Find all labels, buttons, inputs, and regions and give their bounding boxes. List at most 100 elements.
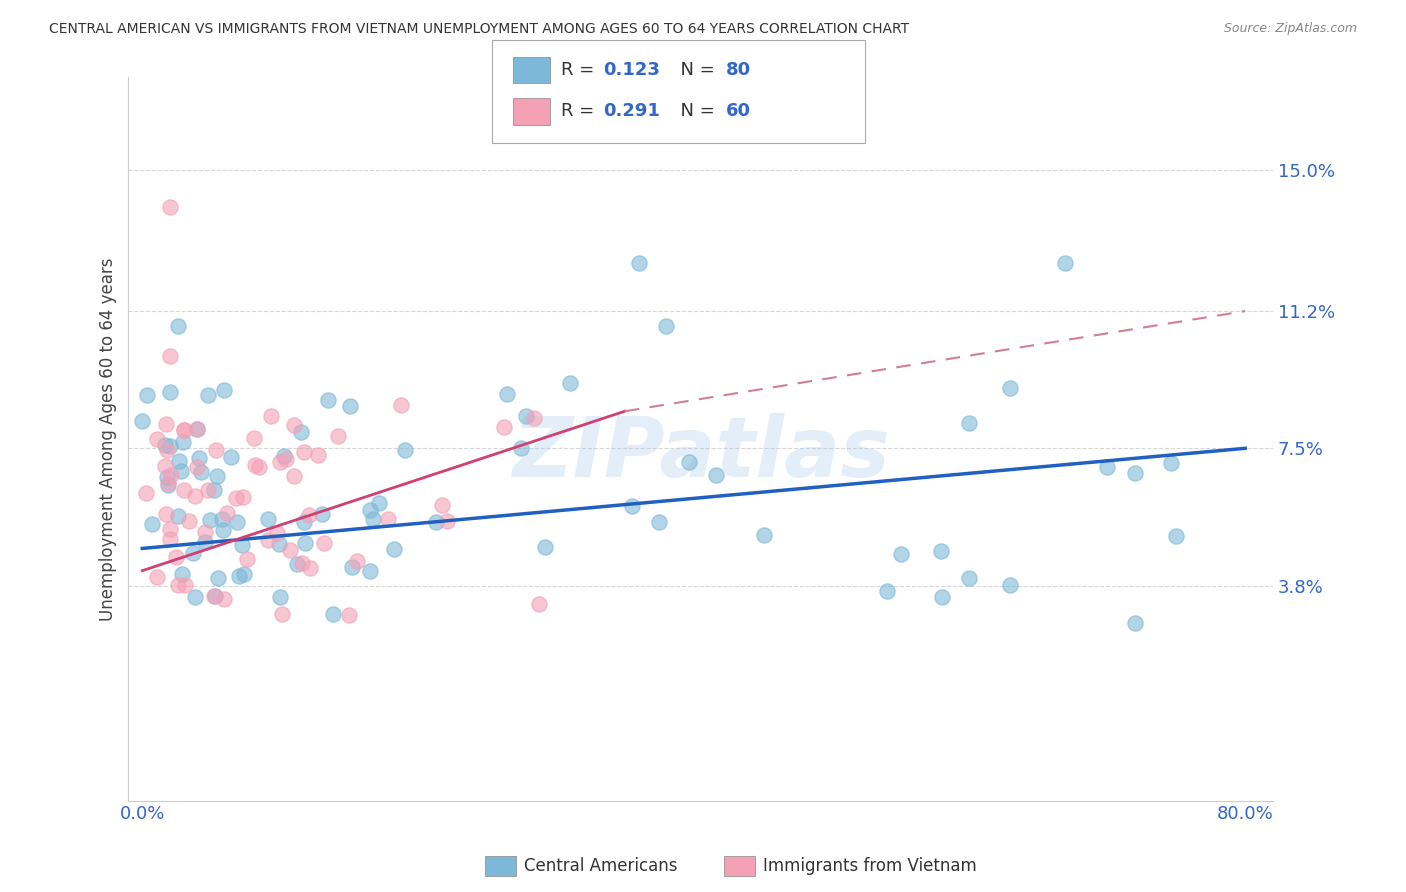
Point	[197, 387, 219, 401]
Point	[339, 399, 361, 413]
Point	[260, 409, 283, 424]
Point	[1097, 460, 1119, 475]
Point	[430, 498, 453, 512]
Point	[174, 578, 197, 592]
Point	[496, 386, 519, 401]
Point	[205, 468, 228, 483]
Point	[212, 384, 235, 398]
Point	[146, 569, 169, 583]
Point	[232, 490, 254, 504]
Point	[307, 448, 329, 462]
Point	[257, 533, 280, 548]
Point	[257, 512, 280, 526]
Y-axis label: Unemployment Among Ages 60 to 64 years: Unemployment Among Ages 60 to 64 years	[100, 257, 117, 621]
Point	[389, 398, 412, 412]
Point	[141, 516, 163, 531]
Text: R =: R =	[561, 61, 600, 78]
Point	[247, 460, 270, 475]
Point	[337, 608, 360, 623]
Point	[186, 422, 208, 436]
Point	[172, 435, 194, 450]
Text: N =: N =	[669, 103, 721, 120]
Point	[704, 467, 727, 482]
Point	[326, 429, 349, 443]
Point	[211, 512, 233, 526]
Point	[425, 516, 447, 530]
Text: 60: 60	[725, 103, 751, 120]
Point	[236, 552, 259, 566]
Point	[190, 465, 212, 479]
Point	[159, 533, 181, 547]
Point	[311, 507, 333, 521]
Point	[269, 537, 291, 551]
Text: 80: 80	[725, 61, 751, 78]
Point	[188, 450, 211, 465]
Point	[929, 543, 952, 558]
Point	[276, 451, 298, 466]
Point	[155, 438, 177, 452]
Point	[159, 384, 181, 399]
Point	[228, 569, 250, 583]
Point	[394, 443, 416, 458]
Point	[889, 547, 911, 561]
Point	[159, 522, 181, 536]
Text: ZIPatlas: ZIPatlas	[512, 413, 890, 494]
Point	[131, 414, 153, 428]
Point	[266, 525, 288, 540]
Point	[377, 512, 399, 526]
Point	[290, 425, 312, 439]
Text: R =: R =	[561, 103, 600, 120]
Point	[166, 508, 188, 523]
Point	[1166, 529, 1188, 543]
Point	[243, 431, 266, 445]
Point	[294, 535, 316, 549]
Point	[194, 535, 217, 549]
Point	[153, 459, 176, 474]
Point	[298, 508, 321, 522]
Point	[159, 439, 181, 453]
Point	[1123, 466, 1146, 480]
Point	[156, 470, 179, 484]
Point	[340, 559, 363, 574]
Point	[212, 523, 235, 537]
Point	[998, 381, 1021, 395]
Point	[368, 495, 391, 509]
Point	[157, 476, 180, 491]
Point	[135, 485, 157, 500]
Point	[135, 388, 157, 402]
Point	[382, 541, 405, 556]
Text: Source: ZipAtlas.com: Source: ZipAtlas.com	[1223, 22, 1357, 36]
Point	[205, 443, 228, 458]
Point	[186, 459, 208, 474]
Point	[146, 432, 169, 446]
Point	[233, 566, 256, 581]
Point	[314, 536, 336, 550]
Point	[184, 489, 207, 503]
Text: 0.123: 0.123	[603, 61, 659, 78]
Point	[181, 545, 204, 559]
Point	[177, 514, 200, 528]
Point	[204, 589, 226, 603]
Point	[298, 561, 321, 575]
Text: N =: N =	[669, 61, 721, 78]
Point	[167, 318, 190, 333]
Point	[186, 422, 208, 436]
Text: CENTRAL AMERICAN VS IMMIGRANTS FROM VIETNAM UNEMPLOYMENT AMONG AGES 60 TO 64 YEA: CENTRAL AMERICAN VS IMMIGRANTS FROM VIET…	[49, 22, 910, 37]
Point	[202, 589, 225, 603]
Point	[494, 419, 516, 434]
Point	[678, 455, 700, 469]
Point	[558, 376, 581, 391]
Point	[155, 508, 177, 522]
Point	[346, 553, 368, 567]
Point	[219, 450, 242, 464]
Point	[283, 417, 305, 432]
Point	[217, 506, 239, 520]
Point	[269, 590, 291, 604]
Point	[292, 515, 315, 529]
Point	[214, 591, 236, 606]
Point	[159, 468, 181, 483]
Point	[876, 583, 898, 598]
Point	[271, 607, 294, 622]
Point	[194, 524, 217, 539]
Point	[207, 571, 229, 585]
